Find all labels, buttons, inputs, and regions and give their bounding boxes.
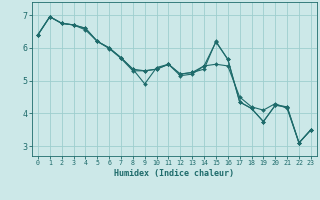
X-axis label: Humidex (Indice chaleur): Humidex (Indice chaleur) [115, 169, 234, 178]
